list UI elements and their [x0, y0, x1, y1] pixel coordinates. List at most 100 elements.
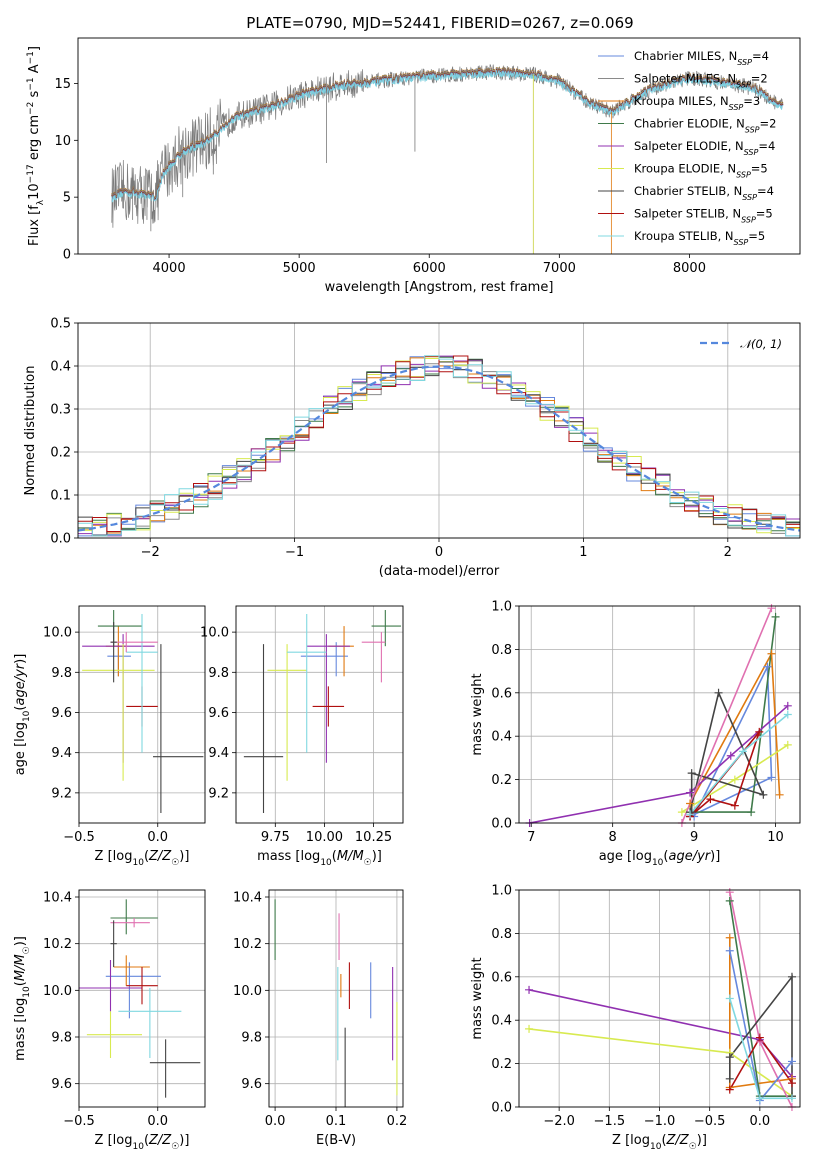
mass-weight-marker	[525, 985, 534, 994]
y-tick-label: 0.2	[50, 446, 71, 461]
y-tick-label: 9.2	[208, 786, 229, 801]
mass-weight-marker	[725, 933, 734, 942]
x-tick-label: −1	[285, 545, 304, 560]
mass-weight-marker	[759, 790, 768, 799]
mass-weight-marker	[771, 612, 780, 621]
y-tick-label: 10.0	[233, 984, 262, 999]
x-tick-label: 8000	[673, 261, 706, 276]
axes-frame	[268, 889, 404, 1108]
mass-weight-marker	[787, 1079, 796, 1088]
x-tick-label: −2.0	[543, 1114, 575, 1129]
y-tick-label: 0.3	[50, 403, 71, 418]
mass-weight-marker	[725, 888, 734, 897]
y-tick-label: 0	[63, 248, 71, 263]
panel-5: −0.5 0.0 9.6 9.8 10.0 10.2 10.4 Z [log10(Z/Z☉)]…	[13, 889, 206, 1152]
legend-entry: Kroupa STELIB, NSSP=5	[634, 229, 765, 247]
y-tick-label: 15	[54, 77, 71, 92]
legend-entry: Salpeter MILES, NSSP=2	[634, 72, 768, 90]
mass-weight-marker	[755, 727, 764, 736]
mass-weight-marker	[787, 972, 796, 981]
y-tick-label: 10.2	[233, 937, 262, 952]
x-axis-label: wavelength [Angstrom, rest frame]	[325, 280, 554, 295]
x-tick-label: 10	[767, 830, 784, 845]
mass-weight-marker	[767, 773, 776, 782]
mass-weight-line	[728, 974, 793, 1097]
legend-entry: Chabrier ELODIE, NSSP=2	[634, 117, 776, 135]
x-tick-label: 0.0	[147, 1114, 168, 1129]
plot-area	[82, 610, 204, 813]
x-tick-label: −1.0	[644, 1114, 676, 1129]
y-tick-label: 9.4	[51, 746, 72, 761]
y-tick-label: 0.4	[491, 730, 512, 745]
x-axis-label: Z [log10(Z/Z☉)]	[95, 1133, 190, 1152]
panel-2: −0.5 0.0 9.2 9.4 9.6 9.8 10.0 Z [log10(Z/Z☉)] ag…	[13, 605, 206, 868]
y-tick-label: 0.8	[491, 643, 512, 658]
axes-frame	[78, 605, 206, 824]
y-tick-label: 5	[63, 191, 71, 206]
y-tick-label: 1.0	[491, 884, 512, 899]
legend-entry: Kroupa ELODIE, NSSP=5	[634, 162, 768, 180]
axes-frame	[77, 322, 801, 539]
mass-weight-marker	[730, 775, 739, 784]
legend-entry: Chabrier MILES, NSSP=4	[634, 49, 769, 67]
y-tick-label: 10.0	[43, 984, 72, 999]
mass-weight-marker	[755, 1094, 764, 1103]
x-axis-label: E(B-V)	[316, 1133, 356, 1148]
x-tick-label: 0.0	[750, 1114, 771, 1129]
plot-area	[111, 64, 784, 254]
mass-weight-marker	[783, 710, 792, 719]
axes-frame	[77, 37, 801, 255]
mass-weight-marker	[686, 799, 695, 808]
plot-area	[274, 899, 398, 1107]
y-tick-label: 0.5	[50, 317, 71, 332]
x-tick-label: 8	[609, 830, 617, 845]
y-tick-label: 0.1	[50, 489, 71, 504]
mass-weight-marker	[677, 808, 686, 817]
mass-weight-marker	[783, 701, 792, 710]
mass-weight-marker	[787, 1094, 796, 1103]
x-tick-label: 2	[724, 545, 732, 560]
x-tick-label: 7	[527, 830, 535, 845]
plot-area	[529, 607, 789, 823]
y-tick-label: 9.8	[241, 1031, 262, 1046]
x-axis-label: Z [log10(Z/Z☉)]	[95, 849, 190, 868]
x-tick-label: 0.0	[265, 1114, 286, 1129]
x-tick-label: 6000	[413, 261, 446, 276]
mass-weight-marker	[725, 1085, 734, 1094]
y-tick-label: 9.6	[241, 1077, 262, 1092]
mass-weight-marker	[767, 649, 776, 658]
spectrum-model-line	[111, 66, 784, 200]
y-tick-label: 10.0	[43, 626, 72, 641]
mass-weight-marker	[730, 801, 739, 810]
panel-6: 0.0 0.1 0.2 9.6 9.8 10.0 10.2 10.4 E(B-V)	[233, 889, 407, 1148]
legend-entry: Chabrier STELIB, NSSP=4	[634, 184, 774, 202]
mass-weight-marker	[755, 1033, 764, 1042]
x-tick-label: 10.00	[306, 830, 343, 845]
y-axis-label: age [log10(age/yr)]	[13, 654, 32, 776]
y-axis-label: mass weight	[470, 673, 485, 755]
y-tick-label: 10.0	[200, 626, 229, 641]
x-axis-label: (data-model)/error	[379, 564, 500, 579]
x-tick-label: −0.5	[63, 1114, 95, 1129]
x-tick-label: 9	[690, 830, 698, 845]
x-tick-label: 1	[579, 545, 587, 560]
mass-weight-marker	[714, 688, 723, 697]
mass-weight-marker	[726, 751, 735, 760]
spectrum-model-line	[111, 69, 784, 203]
x-tick-label: 0	[435, 545, 443, 560]
residual-histogram	[78, 355, 800, 537]
y-tick-label: 1.0	[491, 600, 512, 615]
legend-entry: 𝒩(0, 1)	[740, 337, 782, 351]
y-tick-label: 0.2	[491, 1057, 512, 1072]
mass-weight-marker	[775, 790, 784, 799]
y-tick-label: 10.4	[43, 891, 72, 906]
y-tick-label: 9.4	[208, 746, 229, 761]
y-tick-label: 10.4	[233, 891, 262, 906]
plot-area	[243, 610, 402, 813]
y-tick-label: 9.6	[51, 1077, 72, 1092]
y-tick-label: 9.2	[51, 786, 72, 801]
legend-entry: Salpeter STELIB, NSSP=5	[634, 207, 773, 225]
y-axis-label: Flux [fλ10−17 erg cm−2 s−1 A−1]	[26, 46, 46, 246]
y-tick-label: 9.6	[208, 706, 229, 721]
